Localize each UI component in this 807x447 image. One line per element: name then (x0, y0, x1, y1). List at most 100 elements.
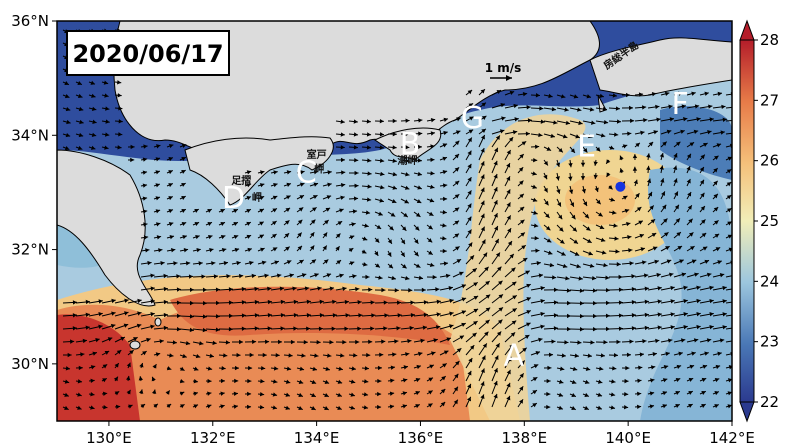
current-vector-head (646, 178, 652, 184)
current-vector-head (163, 299, 168, 305)
current-vector-head (585, 226, 591, 231)
current-vector-head (193, 378, 198, 384)
current-vector-head (137, 298, 142, 304)
current-vector-head (584, 213, 589, 219)
current-vector-head (391, 275, 396, 281)
current-vector-head (98, 324, 103, 329)
current-vector-head (228, 313, 233, 319)
current-vector-head (193, 404, 199, 409)
current-vector-head (484, 266, 489, 272)
current-vector-head (430, 144, 435, 149)
current-vector-head (126, 389, 131, 395)
current-vector-head (467, 190, 472, 195)
current-vector-head (606, 159, 611, 164)
current-vector-head (267, 326, 272, 331)
current-vector-head (234, 247, 240, 253)
current-vector-head (77, 80, 82, 86)
current-vector-head (428, 403, 433, 408)
current-vector-head (675, 377, 681, 383)
current-vector-head (194, 221, 200, 226)
current-vector-head (91, 93, 96, 98)
current-vector-head (188, 274, 194, 279)
current-vector-head (633, 179, 638, 185)
date-box: 2020/06/17 (66, 30, 230, 76)
current-vector-head (553, 120, 558, 125)
current-vector-head (80, 352, 85, 357)
current-vector-head (267, 313, 272, 318)
current-vector-head (535, 144, 540, 149)
current-vector-head (456, 117, 461, 122)
current-vector-head (659, 153, 665, 158)
current-vector-head (599, 93, 604, 99)
current-vector-head (532, 184, 537, 189)
current-vector-head (130, 144, 135, 150)
current-vector-head (688, 377, 694, 382)
current-vector-head (170, 248, 176, 253)
current-vector-head (525, 270, 530, 275)
current-vector-head (70, 339, 75, 344)
current-vector-head (612, 210, 617, 215)
current-vector-head (260, 170, 265, 175)
current-vector-head (734, 131, 738, 135)
current-vector-head (532, 377, 538, 382)
current-vector-head (168, 209, 173, 214)
current-vector-head (105, 119, 110, 124)
current-vector-head (644, 312, 649, 318)
current-vector-head (85, 325, 90, 330)
current-vector-head (337, 392, 342, 397)
current-vector-head (612, 93, 617, 98)
current-vector-head (441, 376, 446, 381)
current-vector-head (367, 171, 372, 176)
current-vector-head (397, 300, 402, 305)
current-vector-head (67, 352, 72, 358)
current-vector-head (370, 300, 375, 305)
current-vector-head (533, 364, 539, 369)
current-vector-head (521, 245, 526, 250)
current-vector-head (380, 171, 385, 177)
current-vector-head (454, 194, 460, 199)
current-vector-head (405, 158, 410, 163)
current-vector-head (455, 130, 461, 135)
current-vector-head (90, 365, 96, 370)
current-vector-head (546, 238, 552, 243)
current-vector-head (179, 391, 185, 396)
current-vector-head (493, 200, 498, 205)
current-vector-head (553, 287, 558, 293)
current-vector-head (341, 170, 346, 175)
current-vector-head (77, 392, 82, 397)
current-vector-head (428, 377, 434, 382)
current-vector-head (143, 144, 148, 149)
current-vector-head (261, 260, 267, 265)
current-vector-head (351, 222, 356, 227)
current-vector-head (392, 131, 397, 137)
current-vector-head (546, 391, 551, 397)
current-vector-head (418, 275, 424, 280)
current-vector-head (150, 324, 155, 329)
current-vector-head (480, 134, 485, 140)
current-vector-head (446, 337, 451, 342)
current-vector-head (533, 157, 538, 163)
current-vector-head (78, 132, 84, 138)
current-vector-head (355, 287, 360, 292)
current-vector-head (506, 202, 511, 207)
current-vector-head (414, 226, 420, 231)
current-vector-head (648, 191, 652, 197)
current-vector-head (639, 233, 644, 239)
current-vector-head (472, 332, 477, 338)
current-vector-head (467, 229, 472, 235)
current-vector-head (421, 287, 426, 293)
current-vector-head (304, 286, 310, 291)
current-vector-head (501, 116, 506, 121)
current-vector-head (206, 404, 212, 409)
current-vector-head (340, 353, 345, 358)
current-vector-head (558, 405, 563, 410)
current-vector-head (449, 311, 454, 316)
current-vector-head (415, 391, 420, 396)
current-vector-head (418, 131, 423, 136)
current-vector-head (672, 165, 678, 171)
current-vector-head (418, 118, 423, 123)
current-vector-head (440, 401, 446, 407)
current-vector-head (598, 212, 603, 217)
current-vector-head (547, 365, 552, 371)
